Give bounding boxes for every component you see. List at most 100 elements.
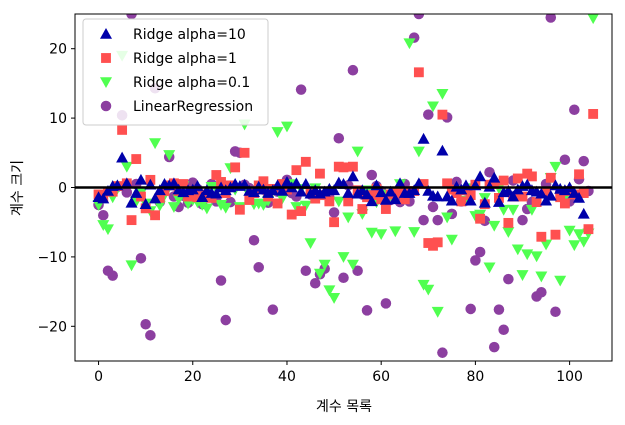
data-point <box>178 179 189 189</box>
x-tick-label: 100 <box>556 369 583 385</box>
data-point <box>417 132 430 144</box>
data-point <box>427 101 439 113</box>
data-point <box>304 238 317 250</box>
data-point <box>276 184 289 196</box>
data-point <box>517 214 528 226</box>
data-point <box>436 144 449 156</box>
data-point <box>376 194 387 205</box>
y-tick-label: 0 <box>58 181 67 197</box>
data-point <box>215 275 227 286</box>
data-point <box>318 259 331 271</box>
data-point <box>441 212 454 224</box>
data-point <box>478 196 491 208</box>
data-point <box>244 195 255 205</box>
data-point <box>299 178 312 189</box>
data-point <box>436 89 449 100</box>
legend-label: Ridge alpha=0.1 <box>133 75 250 91</box>
y-tick-label: 20 <box>49 42 67 58</box>
data-point <box>554 275 567 287</box>
data-point <box>272 198 283 209</box>
data-point <box>408 227 421 238</box>
data-point <box>248 234 260 246</box>
data-point <box>248 186 260 198</box>
data-point <box>535 271 548 283</box>
data-point <box>536 231 547 242</box>
data-point <box>323 285 336 297</box>
data-point <box>220 314 232 326</box>
data-point <box>475 213 486 224</box>
data-point <box>145 330 156 341</box>
data-point <box>196 191 209 203</box>
data-point <box>558 184 571 196</box>
x-tick-label: 40 <box>278 369 296 385</box>
data-point <box>200 203 213 215</box>
data-point <box>379 193 392 205</box>
data-point <box>117 124 128 135</box>
data-point <box>153 184 166 196</box>
data-point <box>338 162 349 173</box>
data-point <box>271 127 284 138</box>
data-point <box>527 171 537 182</box>
data-point <box>282 184 292 195</box>
data-point <box>465 303 476 315</box>
data-point <box>290 177 303 189</box>
data-point <box>101 224 114 236</box>
data-point <box>544 189 557 201</box>
data-point <box>167 202 180 213</box>
data-point <box>484 166 495 178</box>
data-point <box>578 188 589 198</box>
data-point <box>577 236 590 248</box>
data-point <box>149 192 162 204</box>
data-point <box>497 204 510 216</box>
data-point <box>239 147 250 158</box>
data-point <box>507 204 520 216</box>
data-point <box>470 255 481 266</box>
data-point <box>280 175 293 187</box>
data-point <box>437 347 448 358</box>
data-point <box>559 198 570 209</box>
data-point <box>342 212 355 224</box>
data-point <box>536 287 547 298</box>
data-point <box>498 175 509 186</box>
data-point <box>172 194 185 206</box>
data-point <box>503 273 514 285</box>
data-point <box>380 204 391 214</box>
data-point <box>583 224 594 235</box>
data-point <box>464 194 477 206</box>
data-point <box>215 200 228 211</box>
data-point <box>313 268 326 280</box>
data-point <box>126 14 137 20</box>
data-point <box>569 104 580 116</box>
data-point <box>512 173 523 184</box>
data-point <box>456 196 467 207</box>
data-point <box>97 192 110 204</box>
data-point <box>352 265 363 277</box>
data-point <box>333 132 345 144</box>
data-point <box>107 270 118 281</box>
data-point <box>445 234 458 246</box>
data-point <box>432 214 443 226</box>
data-point <box>116 151 129 163</box>
data-point <box>488 220 501 232</box>
data-point <box>375 186 388 198</box>
data-point <box>134 173 147 185</box>
data-point <box>277 179 288 189</box>
data-point <box>517 191 528 202</box>
y-tick-label: 10 <box>49 111 67 127</box>
data-point <box>347 64 359 76</box>
legend-marker <box>100 100 112 112</box>
data-point <box>408 184 421 196</box>
data-point <box>343 196 354 207</box>
data-point <box>342 187 355 198</box>
data-point <box>389 193 402 205</box>
data-point <box>431 190 444 202</box>
y-axis-title: 계수 크기 <box>10 160 26 216</box>
data-point <box>159 186 170 196</box>
data-point <box>253 262 264 273</box>
data-point <box>365 227 378 239</box>
legend-marker <box>100 77 112 88</box>
data-point <box>315 168 325 179</box>
data-point <box>258 176 269 187</box>
data-point <box>139 198 152 209</box>
